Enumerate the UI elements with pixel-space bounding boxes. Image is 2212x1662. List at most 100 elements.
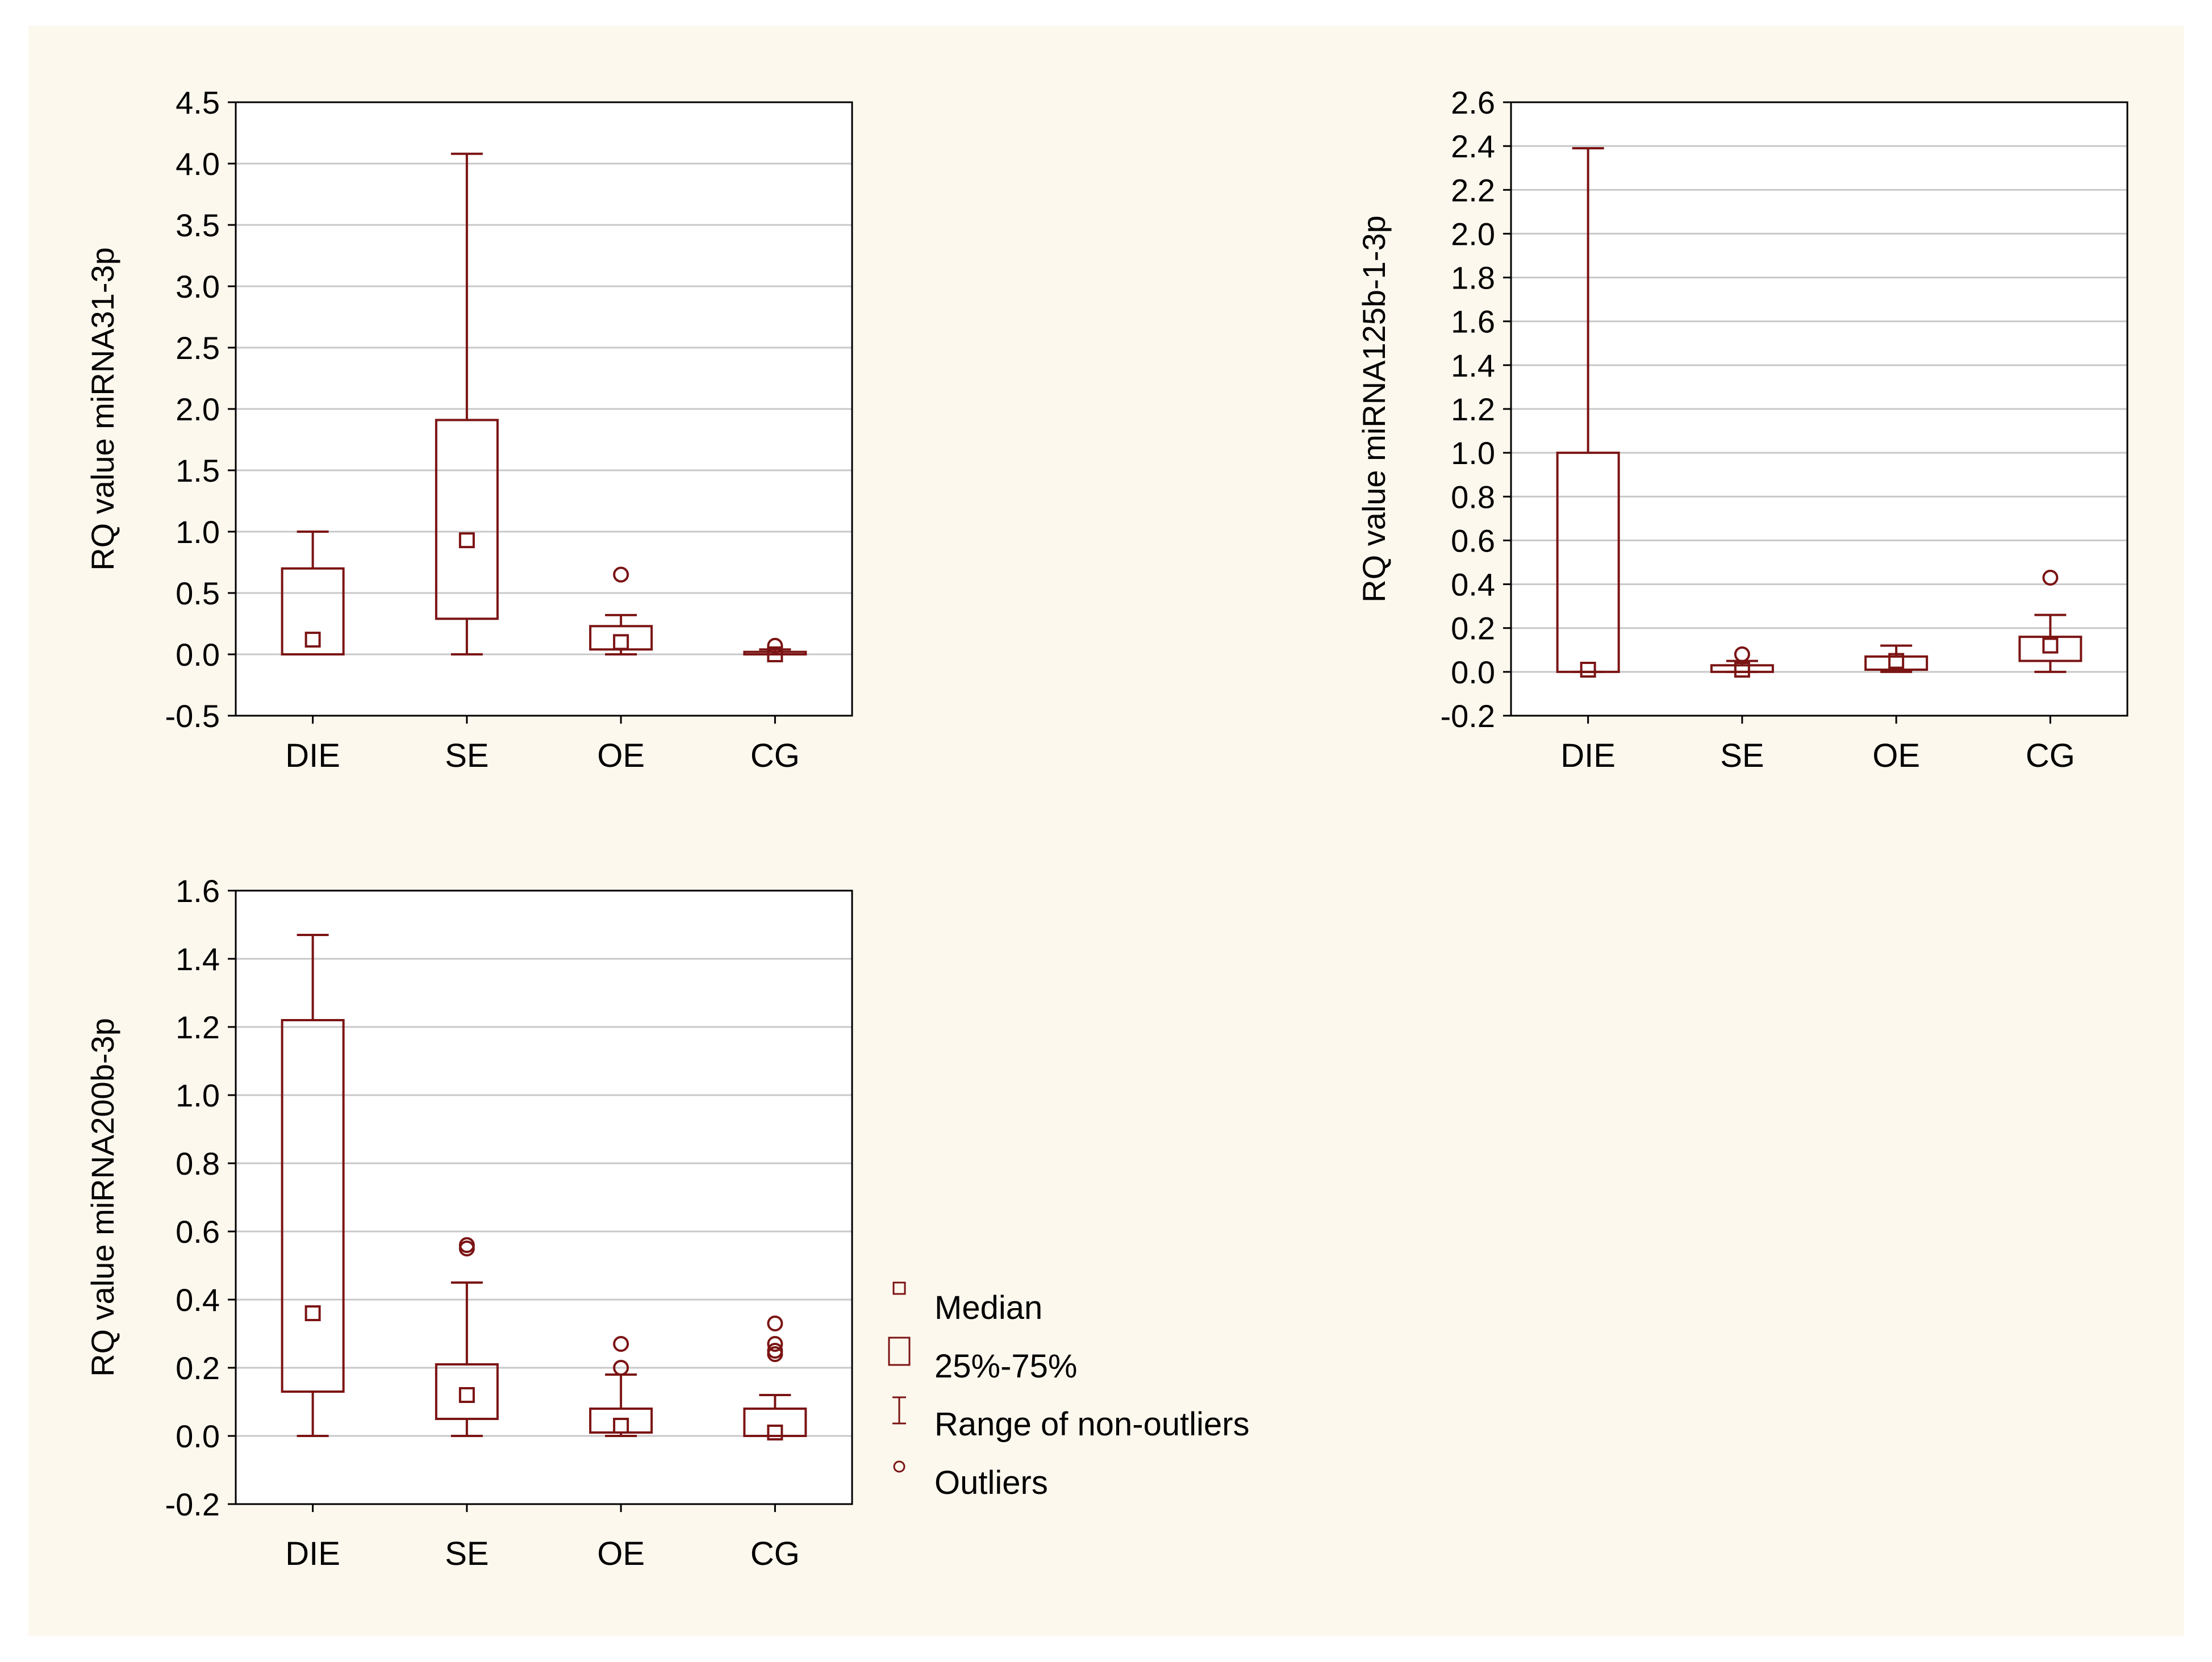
plot-area: [236, 891, 852, 1504]
box-oe: [589, 1336, 653, 1437]
outlier-point: [613, 566, 629, 583]
median-marker: [1888, 653, 1905, 669]
x-tick-label-oe: OE: [1872, 737, 1920, 774]
plot-frame: [235, 101, 853, 717]
y-tick-label: 0.0: [176, 637, 220, 673]
y-tick-label: 2.4: [1451, 128, 1495, 164]
y-tick-label: 0.4: [1451, 567, 1495, 603]
median-marker: [613, 1418, 629, 1434]
x-tick-label-die: DIE: [1560, 737, 1616, 774]
legend-median-icon: [892, 1281, 906, 1295]
legend-whisker-icon: [892, 1396, 906, 1425]
y-tick-label: -0.2: [165, 1486, 220, 1522]
y-tick-label: 1.0: [176, 514, 220, 550]
median-marker: [458, 532, 475, 549]
y-tick-label: 0.6: [176, 1214, 220, 1250]
box-cg: [2018, 570, 2082, 673]
box-oe: [1864, 644, 1929, 673]
median-marker: [304, 632, 321, 648]
iqr-box: [281, 1019, 345, 1393]
y-tick-label: 1.4: [176, 941, 220, 977]
y-tick-label: 1.0: [176, 1078, 220, 1113]
median-marker: [1734, 662, 1750, 678]
y-tick-label: 1.2: [1451, 391, 1495, 427]
y-tick-label: 2.2: [1451, 172, 1495, 208]
y-tick-label: 1.4: [1451, 348, 1495, 383]
legend-box-icon: [888, 1337, 911, 1366]
legend: Median 25%-75% Range of non-outliers Out…: [888, 1281, 1250, 1501]
box-die: [1556, 147, 1620, 678]
y-tick-label: 1.0: [1451, 435, 1495, 471]
plot-frame: [1510, 101, 2128, 717]
chart-mirna31: -0.5 0.0 0.5 1.0 1.5 2.0 2.5 3.0 3.5 4.0 4.5 DIE SE O…: [85, 85, 853, 774]
median-marker: [613, 634, 629, 650]
x-tick-label-cg: CG: [2026, 737, 2075, 774]
y-tick-label: 1.8: [1451, 260, 1495, 296]
x-tick-label-se: SE: [445, 1535, 489, 1572]
y-tick-label: 1.6: [1451, 304, 1495, 340]
outlier-point: [613, 1360, 629, 1376]
legend-label-median: Median: [934, 1289, 1042, 1326]
box-se: [435, 152, 499, 655]
y-tick-label: 0.5: [176, 575, 220, 611]
y-tick-label: 2.0: [1451, 216, 1495, 252]
y-axis-title: RQ value miRNA200b-3p: [85, 1018, 120, 1377]
y-tick-label: 0.0: [1451, 654, 1495, 690]
y-tick-label: 0.2: [1451, 611, 1495, 646]
y-tick-label: 0.0: [176, 1418, 220, 1454]
legend-label-outliers: Outliers: [934, 1464, 1048, 1501]
median-marker: [767, 646, 783, 662]
chart-mirna125b: -0.2 0.0 0.2 0.4 0.6 0.8 1.0 1.2 1.4 1.6 1.8 2.0 2.2…: [1356, 85, 2128, 774]
iqr-box: [1556, 452, 1620, 673]
outlier-point: [458, 1237, 475, 1253]
chart-mirna200b: -0.2 0.0 0.2 0.4 0.6 0.8 1.0 1.2 1.4 1.6 DIE SE OE CG…: [85, 873, 853, 1572]
x-tick-label-oe: OE: [597, 1535, 645, 1572]
box-die: [281, 934, 345, 1437]
median-marker: [304, 1305, 321, 1321]
iqr-box: [1864, 655, 1929, 671]
y-axis-title: RQ value miRNA125b-1-3p: [1356, 215, 1392, 603]
iqr-box: [1710, 664, 1774, 673]
y-axis-title: RQ value miRNA31-3p: [85, 247, 120, 571]
y-tick-label: 1.6: [176, 873, 220, 909]
iqr-box: [435, 1363, 499, 1420]
iqr-box: [743, 1408, 807, 1437]
outlier-point: [2042, 570, 2059, 586]
legend-label-whisker: Range of non-outliers: [934, 1406, 1250, 1443]
x-tick-label-oe: OE: [597, 737, 645, 774]
y-tick-label: 3.5: [176, 207, 220, 243]
x-tick-label-se: SE: [1720, 737, 1764, 774]
plot-frame: [235, 890, 853, 1505]
outlier-point: [767, 637, 783, 654]
box-die: [281, 531, 345, 655]
y-tick-label: 1.5: [176, 453, 220, 488]
median-marker: [2042, 637, 2059, 654]
outlier-point: [767, 1336, 783, 1352]
box-se: [435, 1237, 499, 1437]
y-tick-label: 4.5: [176, 85, 220, 120]
legend-outlier-icon: [893, 1460, 905, 1473]
outlier-point: [1734, 646, 1750, 662]
median-marker: [1580, 662, 1596, 678]
y-tick-label: -0.2: [1441, 698, 1496, 734]
y-tick-label: 2.0: [176, 391, 220, 427]
median-marker: [458, 1387, 475, 1403]
outlier-point: [613, 1336, 629, 1352]
legend-label-box: 25%-75%: [934, 1348, 1077, 1385]
y-tick-label: 1.2: [176, 1009, 220, 1045]
box-se: [1710, 646, 1774, 678]
y-tick-label: 4.0: [176, 146, 220, 182]
y-tick-label: -0.5: [165, 698, 220, 734]
x-tick-label-die: DIE: [285, 737, 340, 774]
x-tick-label-cg: CG: [750, 1535, 800, 1572]
iqr-box: [281, 567, 345, 655]
x-tick-label-cg: CG: [750, 737, 800, 774]
iqr-box: [2018, 636, 2082, 662]
y-tick-label: 0.8: [1451, 479, 1495, 515]
y-tick-label: 2.6: [1451, 85, 1495, 120]
box-cg: [743, 637, 807, 662]
x-tick-label-se: SE: [445, 737, 489, 774]
iqr-box: [435, 419, 499, 620]
y-tick-label: 0.8: [176, 1146, 220, 1181]
